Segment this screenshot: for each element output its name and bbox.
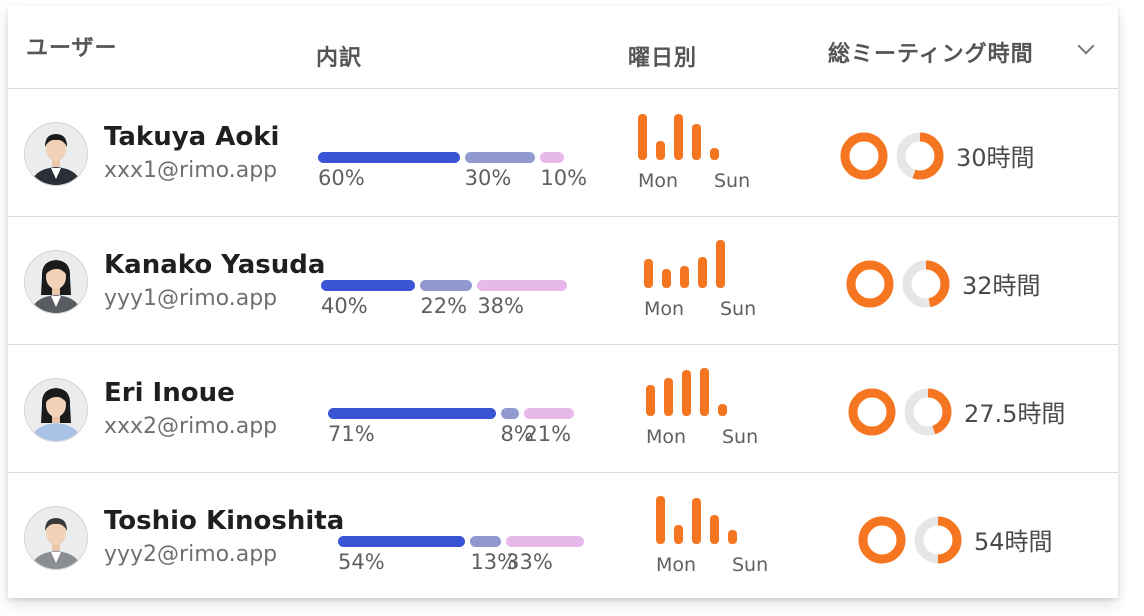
user-email: xxx1@rimo.app bbox=[104, 158, 278, 183]
day-bar bbox=[700, 368, 709, 416]
breakdown-segment-3 bbox=[540, 152, 564, 163]
day-bar bbox=[638, 114, 647, 160]
breakdown-segment-1 bbox=[318, 152, 460, 163]
user-email: yyy2@rimo.app bbox=[104, 542, 278, 567]
day-bar bbox=[718, 404, 727, 416]
table-header: ユーザー 内訳 曜日別 総ミーティング時間 bbox=[8, 6, 1118, 89]
day-bar bbox=[698, 257, 707, 288]
day-label-sun: Sun bbox=[722, 426, 759, 448]
day-bar bbox=[656, 496, 665, 544]
progress-ring-icon bbox=[898, 256, 954, 316]
day-bar bbox=[656, 141, 665, 160]
day-bar bbox=[662, 269, 671, 288]
breakdown-segment-2 bbox=[420, 280, 473, 291]
breakdown-percent-label: 54% bbox=[338, 550, 385, 574]
day-label-mon: Mon bbox=[638, 170, 679, 192]
table-row[interactable]: Takuya Aoki xxx1@rimo.app 60% 30% 10% Mon Sun 3… bbox=[8, 88, 1118, 217]
header-total-meeting-time[interactable]: 総ミーティング時間 bbox=[828, 42, 1034, 67]
breakdown-percent-label: 40% bbox=[321, 294, 368, 318]
breakdown-percent-label: 13% bbox=[470, 550, 518, 574]
breakdown-percent-label: 30% bbox=[464, 166, 512, 190]
woman-casual-avatar bbox=[24, 378, 88, 442]
breakdown-segment-3 bbox=[477, 280, 567, 291]
day-bar bbox=[692, 498, 701, 544]
day-bar bbox=[710, 515, 719, 544]
day-bar bbox=[674, 525, 683, 544]
breakdown-percent-label: 10% bbox=[540, 166, 588, 190]
day-bar bbox=[682, 370, 691, 416]
user-name: Takuya Aoki bbox=[104, 122, 280, 152]
breakdown-segment-2 bbox=[500, 408, 520, 419]
day-bar bbox=[716, 240, 725, 288]
breakdown-percent-label: 22% bbox=[420, 294, 468, 318]
breakdown-segment-1 bbox=[321, 280, 416, 291]
day-bar bbox=[644, 259, 653, 288]
day-bar bbox=[674, 114, 683, 160]
day-label-sun: Sun bbox=[720, 298, 757, 320]
header-day-of-week: 曜日別 bbox=[628, 46, 698, 71]
user-name: Eri Inoue bbox=[104, 378, 235, 408]
table-row[interactable]: Toshio Kinoshita yyy2@rimo.app 54% 13% 33% Mo… bbox=[8, 472, 1118, 598]
breakdown-percent-label: 21% bbox=[524, 422, 572, 446]
user-name: Kanako Yasuda bbox=[104, 250, 326, 280]
day-bar bbox=[728, 530, 737, 544]
total-meeting-time: 30時間 bbox=[956, 144, 1035, 172]
day-bar bbox=[692, 124, 701, 160]
breakdown-segment-3 bbox=[524, 408, 574, 419]
day-label-mon: Mon bbox=[656, 554, 697, 576]
breakdown-percent-label: 71% bbox=[328, 422, 375, 446]
breakdown-segment-2 bbox=[470, 536, 502, 547]
breakdown-segment-1 bbox=[338, 536, 466, 547]
breakdown-segment-2 bbox=[464, 152, 536, 163]
header-breakdown: 内訳 bbox=[316, 46, 363, 71]
breakdown-percent-label: 38% bbox=[477, 294, 524, 318]
full-ring-icon bbox=[836, 128, 892, 188]
breakdown-segment-1 bbox=[328, 408, 496, 419]
breakdown-percent-label: 8% bbox=[500, 422, 534, 446]
full-ring-icon bbox=[844, 384, 900, 444]
user-name: Toshio Kinoshita bbox=[104, 506, 345, 536]
user-email: yyy1@rimo.app bbox=[104, 286, 278, 311]
day-bar bbox=[646, 385, 655, 416]
total-meeting-time: 32時間 bbox=[962, 272, 1041, 300]
total-meeting-time: 27.5時間 bbox=[964, 400, 1066, 428]
progress-ring-icon bbox=[910, 512, 966, 572]
progress-ring-icon bbox=[892, 128, 948, 188]
user-email: xxx2@rimo.app bbox=[104, 414, 278, 439]
breakdown-percent-label: 60% bbox=[318, 166, 365, 190]
man-suit-avatar bbox=[24, 122, 88, 186]
table-row[interactable]: Kanako Yasuda yyy1@rimo.app 40% 22% 38% Mon Su… bbox=[8, 216, 1118, 345]
table-row[interactable]: Eri Inoue xxx2@rimo.app 71% 8% 21% Mon Sun 27.5… bbox=[8, 344, 1118, 473]
full-ring-icon bbox=[842, 256, 898, 316]
meeting-stats-table: ユーザー 内訳 曜日別 総ミーティング時間 Takuya Aoki xxx1@ri… bbox=[8, 6, 1118, 598]
progress-ring-icon bbox=[900, 384, 956, 444]
man-jacket-avatar bbox=[24, 506, 88, 570]
day-bar bbox=[664, 378, 673, 416]
day-bar bbox=[710, 148, 719, 160]
day-label-sun: Sun bbox=[714, 170, 751, 192]
day-label-mon: Mon bbox=[644, 298, 685, 320]
header-user: ユーザー bbox=[26, 36, 118, 61]
breakdown-segment-3 bbox=[506, 536, 584, 547]
sort-chevron-down-icon[interactable] bbox=[1077, 37, 1095, 55]
day-label-mon: Mon bbox=[646, 426, 687, 448]
full-ring-icon bbox=[854, 512, 910, 572]
day-label-sun: Sun bbox=[732, 554, 769, 576]
breakdown-percent-label: 33% bbox=[506, 550, 553, 574]
total-meeting-time: 54時間 bbox=[974, 528, 1053, 556]
day-bar bbox=[680, 266, 689, 288]
woman-suit-avatar bbox=[24, 250, 88, 314]
